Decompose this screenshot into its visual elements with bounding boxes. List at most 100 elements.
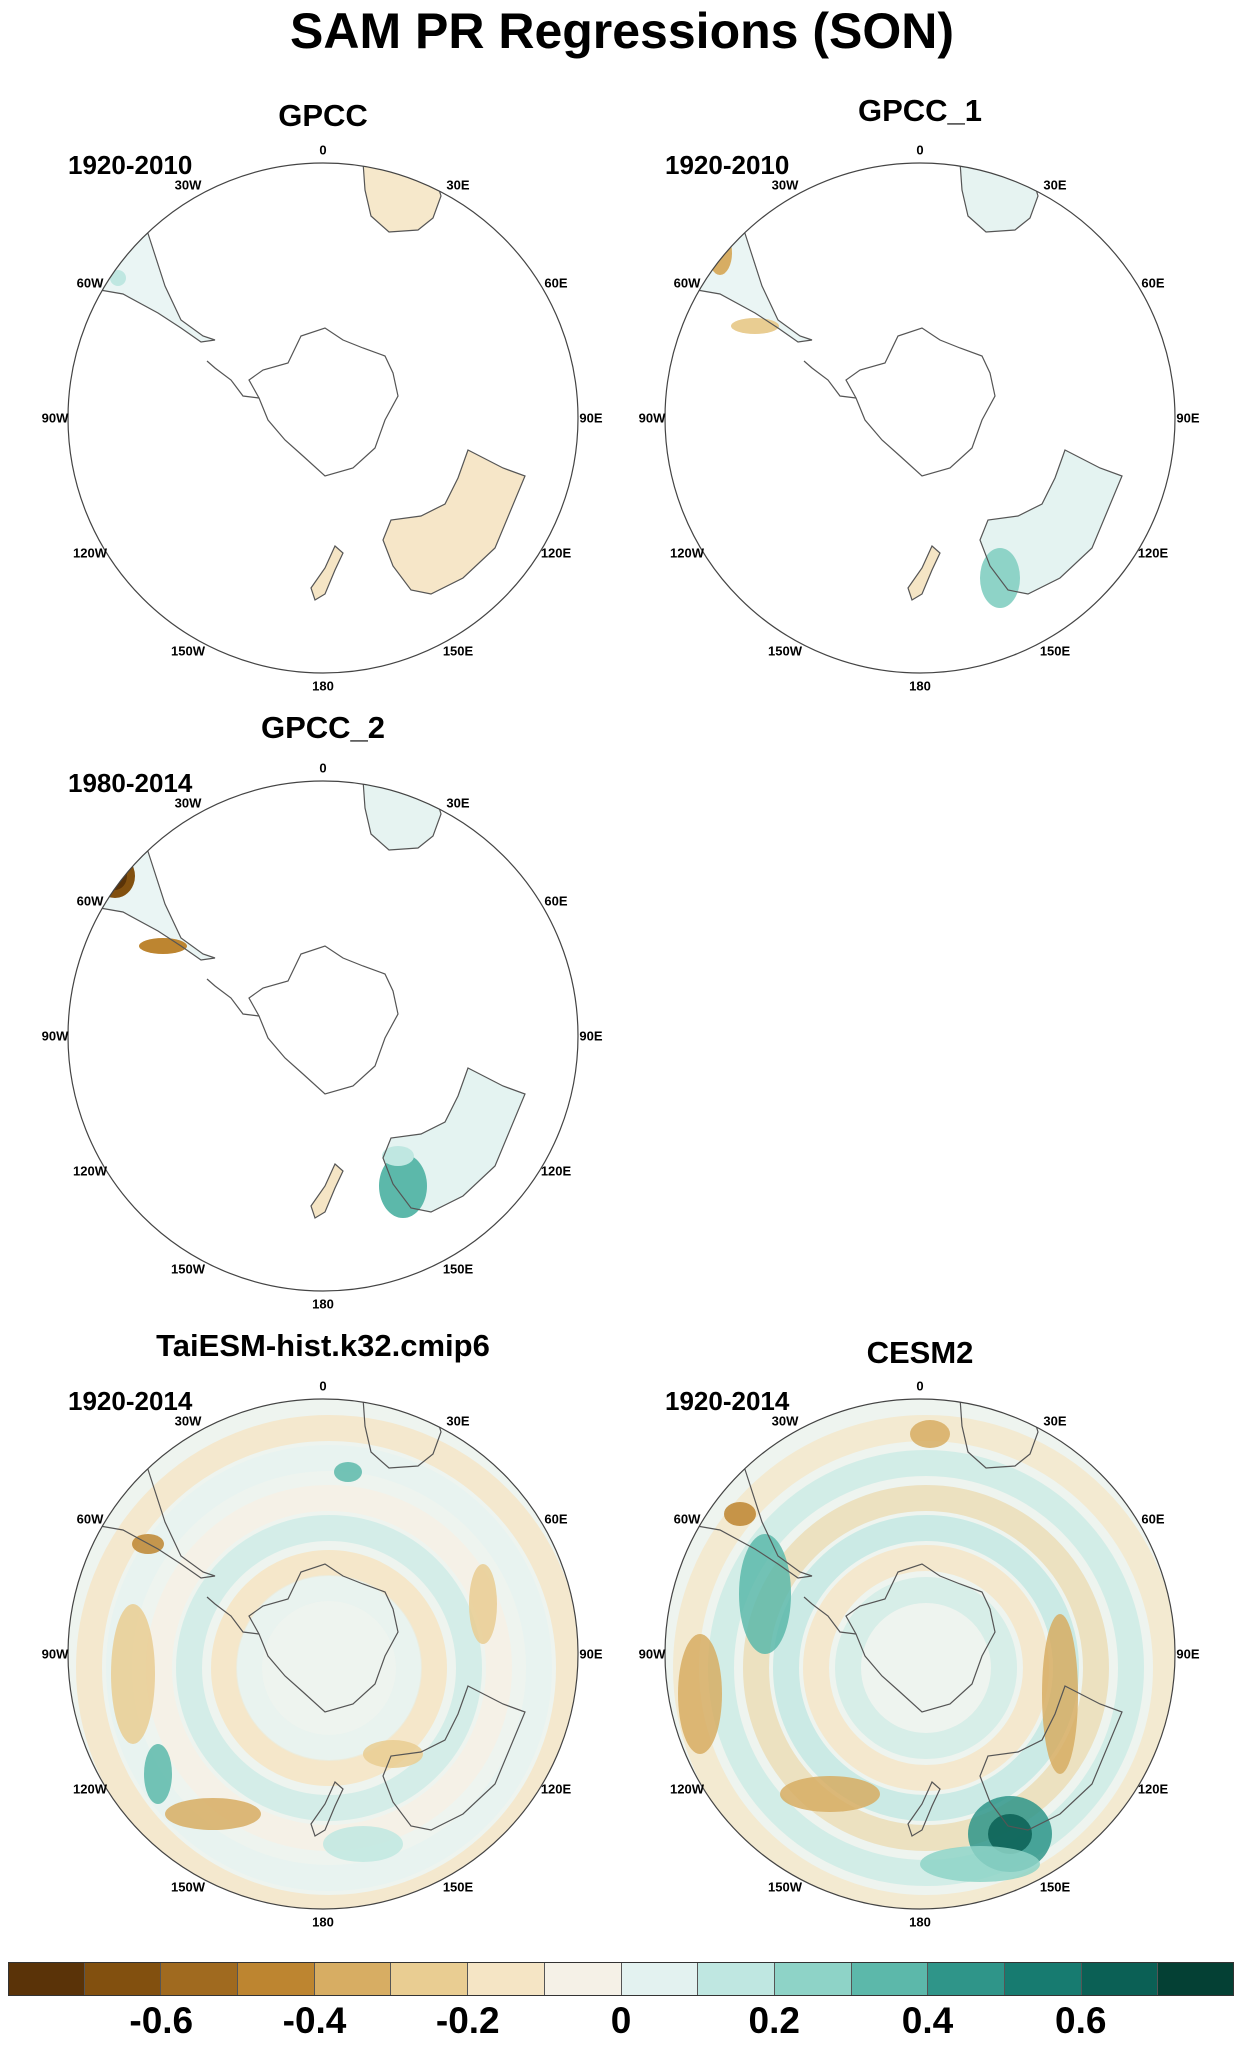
longitude-label: 60W bbox=[76, 893, 104, 909]
longitude-label: 150W bbox=[171, 1879, 205, 1895]
longitude-label: 180 bbox=[312, 1296, 334, 1312]
longitude-label: 90E bbox=[579, 410, 603, 426]
longitude-label: 30E bbox=[446, 1413, 470, 1429]
longitude-label: 120E bbox=[1137, 545, 1169, 561]
colorbar-tick-label: -0.2 bbox=[435, 2000, 500, 2041]
longitude-label: 180 bbox=[312, 1914, 334, 1930]
longitude-label: 90W bbox=[41, 410, 69, 426]
longitude-label: 0 bbox=[319, 142, 327, 158]
longitude-label: 60W bbox=[76, 275, 104, 291]
longitude-label: 150E bbox=[442, 1261, 474, 1277]
colorbar-swatch bbox=[1081, 1962, 1159, 1996]
longitude-label: 180 bbox=[909, 678, 931, 694]
longitude-label: 150W bbox=[171, 643, 205, 659]
colorbar-swatch bbox=[161, 1962, 239, 1996]
longitude-label: 30W bbox=[174, 795, 202, 811]
longitude-label: 90E bbox=[579, 1028, 603, 1044]
longitude-label: 150E bbox=[442, 1879, 474, 1895]
longitude-label: 120W bbox=[73, 1781, 107, 1797]
panel-title-gpcc: GPCC bbox=[278, 98, 368, 133]
longitude-label: 0 bbox=[916, 142, 924, 158]
longitude-label: 0 bbox=[319, 760, 327, 776]
longitude-label: 60E bbox=[544, 1511, 568, 1527]
longitude-label: 120W bbox=[670, 1781, 704, 1797]
longitude-label: 90W bbox=[41, 1028, 69, 1044]
longitude-label: 60W bbox=[76, 1511, 104, 1527]
colorbar-swatch bbox=[1158, 1962, 1234, 1996]
longitude-label: 180 bbox=[909, 1914, 931, 1930]
period-label-gpcc: 1920-2010 bbox=[68, 150, 193, 180]
colorbar-swatch bbox=[698, 1962, 775, 1996]
polar-map-gpcc bbox=[67, 162, 579, 674]
polar-map-gpcc-1 bbox=[664, 162, 1176, 674]
colorbar-swatch bbox=[621, 1962, 699, 1996]
colorbar-swatch bbox=[544, 1962, 622, 1996]
colorbar-swatch bbox=[851, 1962, 929, 1996]
longitude-label: 30W bbox=[174, 1413, 202, 1429]
longitude-label: 120W bbox=[670, 545, 704, 561]
figure-title: SAM PR Regressions (SON) bbox=[289, 3, 954, 59]
longitude-label: 180 bbox=[312, 678, 334, 694]
longitude-label: 90E bbox=[579, 1646, 603, 1662]
longitude-label: 120W bbox=[73, 545, 107, 561]
longitude-label: 120E bbox=[540, 545, 572, 561]
longitude-label: 150E bbox=[442, 643, 474, 659]
polar-map-gpcc-2 bbox=[67, 780, 579, 1292]
longitude-label: 60W bbox=[673, 1511, 701, 1527]
panel-title-gpcc-1: GPCC_1 bbox=[857, 93, 983, 128]
colorbar-tick-label: -0.6 bbox=[129, 2000, 194, 2041]
longitude-label: 30W bbox=[174, 177, 202, 193]
colorbar-swatch bbox=[314, 1962, 392, 1996]
period-label-gpcc-2: 1980-2014 bbox=[68, 768, 193, 798]
longitude-label: 120E bbox=[540, 1163, 572, 1179]
colorbar-swatch bbox=[84, 1962, 162, 1996]
colorbar-swatch bbox=[238, 1962, 315, 1996]
longitude-label: 150E bbox=[1039, 1879, 1071, 1895]
polar-map-taiesm bbox=[67, 1398, 579, 1910]
longitude-label: 30E bbox=[446, 177, 470, 193]
longitude-label: 90W bbox=[638, 410, 666, 426]
longitude-label: 150W bbox=[171, 1261, 205, 1277]
longitude-label: 150W bbox=[768, 1879, 802, 1895]
longitude-label: 30W bbox=[771, 1413, 799, 1429]
longitude-label: 120E bbox=[1137, 1781, 1169, 1797]
colorbar-swatch bbox=[8, 1962, 85, 1996]
colorbar-swatch bbox=[391, 1962, 469, 1996]
longitude-label: 30E bbox=[1043, 1413, 1067, 1429]
colorbar-swatch bbox=[1004, 1962, 1082, 1996]
longitude-label: 60E bbox=[544, 893, 568, 909]
longitude-label: 120E bbox=[540, 1781, 572, 1797]
longitude-label: 60E bbox=[1141, 1511, 1165, 1527]
colorbar-tick-label: -0.4 bbox=[282, 2000, 347, 2041]
polar-map-cesm2 bbox=[664, 1398, 1176, 1910]
period-label-taiesm: 1920-2014 bbox=[68, 1386, 193, 1416]
longitude-label: 90E bbox=[1176, 1646, 1200, 1662]
colorbar-tick-label: 0.4 bbox=[901, 2000, 954, 2041]
colorbar-swatch bbox=[774, 1962, 852, 1996]
longitude-label: 150W bbox=[768, 643, 802, 659]
longitude-label: 90E bbox=[1176, 410, 1200, 426]
panel-title-gpcc-2: GPCC_2 bbox=[260, 710, 386, 745]
colorbar-tick-label: 0.2 bbox=[748, 2000, 800, 2041]
colorbar bbox=[8, 1962, 1234, 1996]
longitude-label: 90W bbox=[638, 1646, 666, 1662]
longitude-label: 0 bbox=[319, 1378, 327, 1394]
longitude-label: 120W bbox=[73, 1163, 107, 1179]
panel-title-taiesm: TaiESM-hist.k32.cmip6 bbox=[156, 1328, 490, 1363]
longitude-label: 30E bbox=[446, 795, 470, 811]
longitude-label: 0 bbox=[916, 1378, 924, 1394]
colorbar-tick-label: 0.6 bbox=[1055, 2000, 1107, 2041]
longitude-label: 60W bbox=[673, 275, 701, 291]
longitude-label: 60E bbox=[544, 275, 568, 291]
colorbar-swatch bbox=[468, 1962, 545, 1996]
panel-title-cesm2: CESM2 bbox=[866, 1335, 974, 1370]
period-label-cesm2: 1920-2014 bbox=[665, 1386, 790, 1416]
longitude-label: 60E bbox=[1141, 275, 1165, 291]
longitude-label: 90W bbox=[41, 1646, 69, 1662]
colorbar-tick-label: 0 bbox=[610, 2000, 632, 2041]
longitude-label: 30W bbox=[771, 177, 799, 193]
longitude-label: 150E bbox=[1039, 643, 1071, 659]
longitude-label: 30E bbox=[1043, 177, 1067, 193]
period-label-gpcc-1: 1920-2010 bbox=[665, 150, 790, 180]
colorbar-swatch bbox=[928, 1962, 1005, 1996]
